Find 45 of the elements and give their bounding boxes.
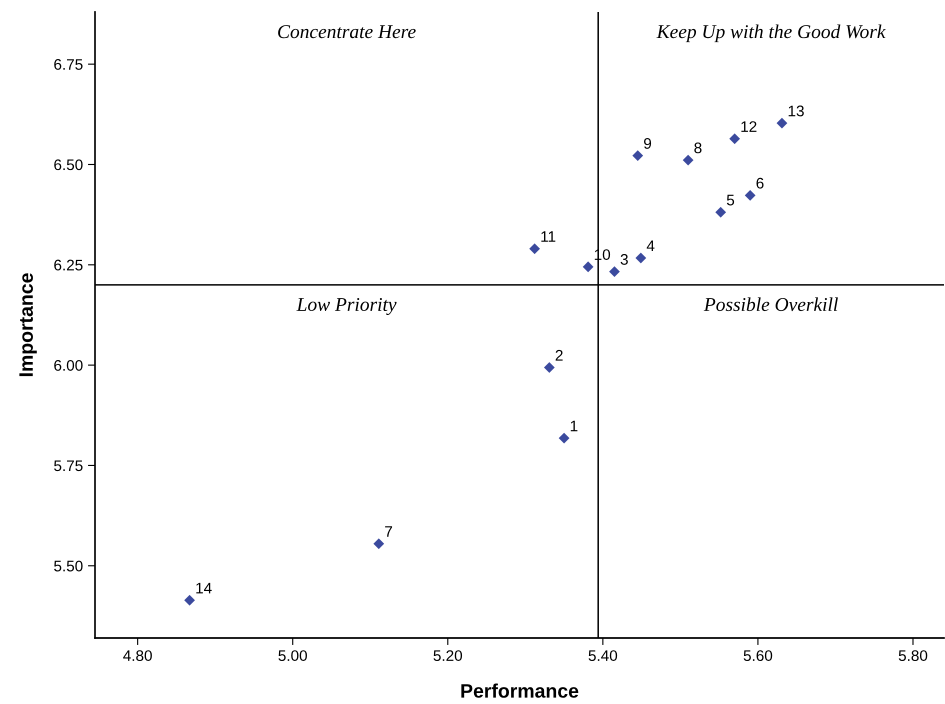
annotation: 12 [741,121,756,132]
x-axis-title: Performance [461,683,578,698]
x-tick-label: 5.00 [278,650,307,662]
annotation: 11 [541,231,556,242]
point [582,261,594,272]
point [715,206,726,218]
annotation: 9 [644,138,652,149]
y-tick-label: 5.50 [54,560,83,572]
point [635,252,646,264]
point [558,432,570,444]
annotation: 6 [756,178,764,189]
point [632,150,644,162]
x-tick-label: 5.20 [434,650,462,662]
annotation: 4 [646,240,654,252]
point [529,243,540,254]
x-tick-label: 5.80 [898,650,928,662]
y-tick-label: 6.25 [54,260,83,270]
annotation: 5 [726,194,734,206]
point [184,594,195,606]
x-tick-label: 4.80 [123,650,152,662]
annotation: 8 [694,142,702,154]
point [776,118,788,129]
point [682,154,694,166]
annotation: Low Priority [296,298,397,316]
annotation: 14 [196,582,212,594]
annotation: 7 [385,526,392,537]
annotation: Possible Overkill [704,297,838,312]
y-axis-title: Importance [19,273,37,376]
x-tick-label: 5.60 [744,650,772,662]
annotation: 1 [570,420,578,432]
y-tick-label: 5.75 [54,460,83,472]
point [373,538,384,550]
x-tick-label: 5.40 [588,650,618,662]
point [744,190,756,201]
y-tick-label: 6.50 [54,159,83,170]
annotation: 13 [788,106,804,116]
annotation: Concentrate Here [278,25,416,38]
y-tick-label: 6.75 [54,59,83,70]
annotation: 3 [620,254,628,265]
y-tick-label: 6.00 [54,360,83,371]
point [729,133,740,144]
annotation: Keep Up with the Good Work [656,24,886,42]
annotation: 2 [556,350,563,361]
point [544,362,555,373]
point [609,266,620,278]
